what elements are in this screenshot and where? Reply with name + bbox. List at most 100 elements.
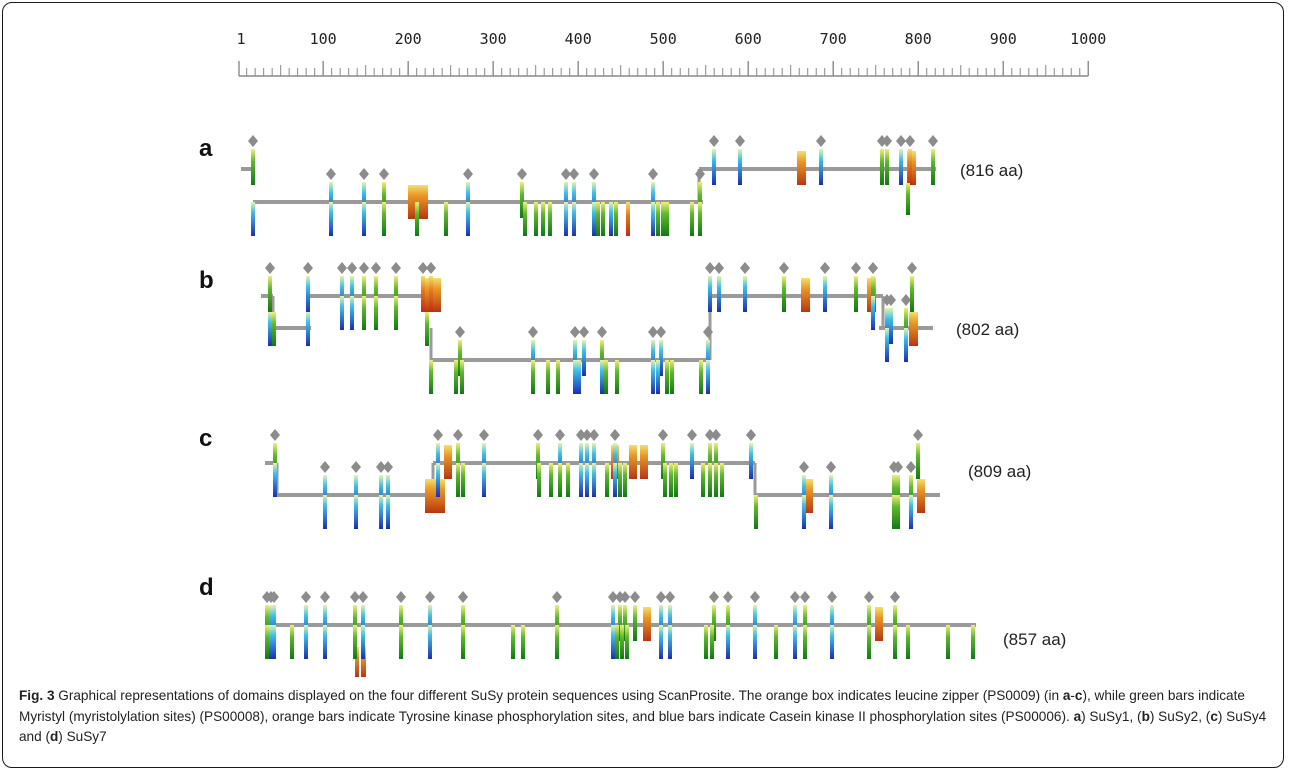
site-marker-diamond — [901, 294, 911, 306]
casein-kinase-site-bar — [329, 182, 333, 218]
myristyl-site-bar — [265, 625, 269, 659]
myristyl-site-bar — [704, 625, 708, 659]
site-marker-diamond — [890, 591, 900, 603]
casein-kinase-site-bar — [749, 443, 753, 479]
myristyl-site-bar — [906, 183, 910, 215]
myristyl-site-bar — [669, 463, 673, 497]
casein-kinase-site-bar — [592, 443, 596, 479]
tyrosine-kinase-site-bar — [908, 149, 912, 185]
site-marker-diamond — [665, 591, 675, 603]
casein-kinase-site-bar — [269, 625, 273, 659]
casein-kinase-site-bar — [585, 443, 589, 479]
myristyl-site-bar — [273, 443, 277, 479]
casein-kinase-site-bar — [340, 296, 344, 330]
site-marker-diamond — [582, 429, 592, 441]
site-marker-diamond — [620, 591, 630, 603]
myristyl-site-bar — [394, 276, 398, 312]
site-marker-diamond — [326, 168, 336, 180]
casein-kinase-site-bar — [690, 443, 694, 479]
casein-kinase-site-bar — [564, 202, 568, 236]
myristyl-site-bar — [615, 625, 619, 659]
myristyl-site-bar — [456, 463, 460, 497]
site-marker-diamond — [561, 168, 571, 180]
myristyl-site-bar — [541, 202, 545, 236]
myristyl-site-bar — [931, 149, 935, 185]
casein-kinase-site-bar — [592, 202, 596, 236]
site-marker-diamond — [528, 326, 538, 338]
ruler-label: 400 — [565, 30, 592, 48]
myristyl-site-bar — [555, 625, 559, 659]
caption-text: ) SuSy2, ( — [1149, 708, 1211, 724]
site-marker-diamond — [379, 168, 389, 180]
myristyl-site-bar — [604, 360, 608, 394]
site-marker-diamond — [656, 326, 666, 338]
casein-kinase-site-bar — [572, 182, 576, 218]
myristyl-site-bar — [893, 605, 897, 641]
myristyl-site-bar — [399, 625, 403, 659]
casein-kinase-site-bar — [482, 443, 486, 479]
casein-kinase-site-bar — [651, 340, 655, 376]
ruler-label: 200 — [395, 30, 422, 48]
myristyl-site-bar — [272, 312, 276, 346]
site-marker-diamond — [705, 262, 715, 274]
ruler-label: 900 — [990, 30, 1017, 48]
myristyl-site-bar — [665, 360, 669, 394]
myristyl-site-bar — [909, 475, 913, 511]
myristyl-site-bar — [620, 625, 624, 659]
casein-kinase-site-bar — [306, 276, 310, 312]
leucine-zipper-box — [909, 312, 918, 346]
site-marker-diamond — [555, 429, 565, 441]
casein-kinase-site-bar — [579, 463, 583, 497]
casein-kinase-site-bar — [428, 625, 432, 659]
panel-letter: a — [199, 135, 213, 162]
casein-kinase-site-bar — [573, 360, 577, 394]
casein-kinase-site-bar — [558, 443, 562, 479]
site-marker-diamond — [433, 429, 443, 441]
site-marker-diamond — [396, 591, 406, 603]
site-marker-diamond — [376, 461, 386, 473]
myristyl-site-bar — [374, 296, 378, 330]
casein-kinase-site-bar — [904, 328, 908, 362]
myristyl-site-bar — [720, 463, 724, 497]
myristyl-site-bar — [429, 360, 433, 394]
casein-kinase-site-bar — [585, 463, 589, 497]
panel-tracks — [241, 135, 938, 236]
leucine-zipper-box — [797, 151, 806, 185]
panel-b: b (802 aa) — [199, 262, 1019, 394]
casein-kinase-site-bar — [668, 625, 672, 659]
myristyl-site-bar — [549, 463, 553, 497]
panel-tracks — [261, 262, 933, 394]
casein-kinase-site-bar — [871, 296, 875, 330]
site-marker-diamond — [610, 429, 620, 441]
figure-caption: Fig. 3 Graphical representations of doma… — [19, 686, 1274, 748]
casein-kinase-site-bar — [668, 605, 672, 641]
casein-kinase-site-bar — [340, 276, 344, 312]
leucine-zipper-box — [444, 445, 452, 479]
caption-ref: c — [1210, 708, 1218, 724]
site-marker-diamond — [905, 135, 915, 147]
casein-kinase-site-bar — [466, 182, 470, 218]
casein-kinase-site-bar — [753, 605, 757, 641]
myristyl-site-bar — [614, 202, 618, 236]
myristyl-site-bar — [701, 463, 705, 497]
casein-kinase-site-bar — [712, 149, 716, 185]
myristyl-site-bar — [633, 605, 637, 641]
casein-kinase-site-bar — [651, 202, 655, 236]
site-marker-diamond — [648, 168, 658, 180]
myristyl-site-bar — [520, 182, 524, 218]
casein-kinase-site-bar — [885, 328, 889, 362]
leucine-zipper-box — [875, 607, 883, 641]
myristyl-site-bar — [710, 625, 714, 659]
ruler-label: 600 — [735, 30, 762, 48]
myristyl-site-bar — [461, 463, 465, 497]
site-marker-diamond — [350, 591, 360, 603]
casein-kinase-site-bar — [362, 182, 366, 218]
myristyl-site-bar — [971, 625, 975, 659]
caption-ref: b — [1141, 708, 1150, 724]
panel-letter: c — [199, 425, 212, 452]
myristyl-site-bar — [536, 443, 540, 479]
site-marker-diamond — [799, 461, 809, 473]
site-marker-diamond — [750, 591, 760, 603]
casein-kinase-site-bar — [706, 340, 710, 376]
